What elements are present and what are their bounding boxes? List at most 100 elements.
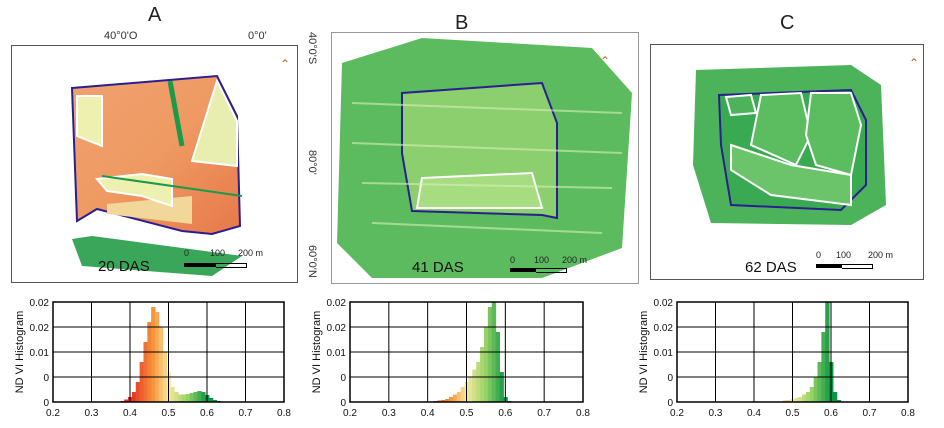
histogram-bar [802,394,807,402]
histogram-bar [181,394,187,402]
histogram-bar [208,398,214,402]
scalebar-end: 200 m [562,255,588,265]
scalebar-black [816,264,842,268]
coord-right-bottom: 60°0'N [306,245,318,278]
histogram-bar [456,392,462,402]
scalebar-end: 200 m [868,250,894,260]
histogram-bar [174,392,179,402]
map-panel-c: ⌃ [650,44,924,280]
x-tick-label: 0.8 [576,408,590,419]
map-panel-b: ⌃ [331,32,639,284]
panel-letter-c: C [780,12,795,34]
histogram-bar [472,369,477,402]
histogram-a: 0.2 0.3 0.4 0.5 0.6 0.7 0.8 0.02 0.02 0.01 0 0 ND VI… [14,298,291,419]
histogram-bar [495,332,501,402]
histogram-bar [441,400,446,402]
y-tick-label: 0 [667,373,673,384]
x-tick-label: 0.2 [343,408,357,419]
x-tick-label: 0.6 [824,408,838,419]
histogram-bar [813,377,819,402]
histogram-bar [476,362,481,402]
x-tick-label: 0.7 [537,408,551,419]
scalebar-zero: 0 [510,255,516,265]
y-tick-label: 0.02 [327,323,347,334]
x-tick-label: 0.4 [747,408,761,419]
histogram-bar [468,377,473,402]
histogram-bar [836,400,842,402]
histogram-bar [155,312,160,402]
x-tick-label: 0.5 [786,408,800,419]
y-tick-label: 0.01 [654,348,674,359]
scalebar-mid: 100 [836,250,852,260]
y-tick-label: 0.01 [327,348,347,359]
histogram-bar [197,391,202,402]
das-label-c: 62 DAS [745,259,797,276]
y-tick-label: 0 [43,398,49,409]
plot-frame [349,301,584,403]
histogram-c: 0.2 0.3 0.4 0.5 0.6 0.7 0.8 0.02 0.02 0.01 0 0 ND VI… [638,298,915,419]
north-arrow-icon: ⌃ [600,54,610,68]
x-tick-label: 0.2 [670,408,684,419]
y-tick-label: 0 [340,398,346,409]
scalebar-mid: 100 [534,255,550,265]
scalebar-black [510,268,536,272]
y-tick-label: 0.01 [30,348,50,359]
ndvi-map-a: ⌃ [70,57,290,276]
histogram-bar [124,399,129,402]
y-tick-label: 0.02 [654,323,674,334]
north-arrow-icon: ⌃ [909,56,919,70]
scalebar-white [536,268,567,273]
das-label-a: 20 DAS [98,258,150,275]
plot-frame [52,301,285,403]
y-axis-label: ND VI Histogram [311,311,323,394]
histogram-bar [794,398,799,402]
panel-letter-a: A [148,4,162,26]
y-axis-label: ND VI Histogram [14,311,26,394]
x-tick-label: 0.6 [498,408,512,419]
histogram-bar [480,347,485,402]
y-tick-label: 0 [667,398,673,409]
plot-frame [676,301,909,403]
histogram-bar [201,392,206,402]
scalebar-zero: 0 [816,250,822,260]
ndvi-map-c: ⌃ [693,56,919,225]
histogram-bar [460,387,466,402]
histogram-bar [147,322,152,402]
y-tick-label: 0.02 [30,298,50,309]
histogram-bar [449,397,454,402]
x-tick-label: 0.6 [200,408,214,419]
map-panel-a: ⌃ [11,45,298,283]
x-tick-label: 0.7 [239,408,253,419]
das-label-b: 41 DAS [412,259,464,276]
x-tick-label: 0.8 [277,408,291,419]
histogram-bar [452,394,458,402]
histogram-bar [135,382,141,402]
y-tick-label: 0.02 [30,323,50,334]
scalebar-mid: 100 [210,248,226,258]
x-tick-label: 0.4 [421,408,435,419]
y-axis-label: ND VI Histogram [638,311,650,394]
panel-letter-b: B [455,12,469,34]
north-arrow-icon: ⌃ [280,57,290,71]
histogram-bar [185,394,191,402]
scalebar-zero: 0 [184,248,190,258]
histogram-bar [131,392,137,402]
x-tick-label: 0.4 [123,408,137,419]
histogram-bar [212,400,218,402]
histogram-bar [139,362,144,402]
histogram-bar [832,392,838,402]
histogram-bar [193,392,198,402]
histogram-bar [809,387,815,402]
histogram-bar [817,362,822,402]
y-tick-label: 0.02 [654,298,674,309]
y-tick-label: 0 [43,373,49,384]
histogram-bar [821,332,826,402]
ndvi-map-b: ⌃ [337,38,632,278]
coord-right-mid: 80°0' [306,150,318,175]
histogram-bar [170,387,175,402]
x-tick-label: 0.8 [901,408,915,419]
scalebar-black [184,263,216,267]
histogram-bar [189,393,195,402]
histogram-bar [483,327,489,402]
coord-right-top: 40°0'S [306,32,318,65]
